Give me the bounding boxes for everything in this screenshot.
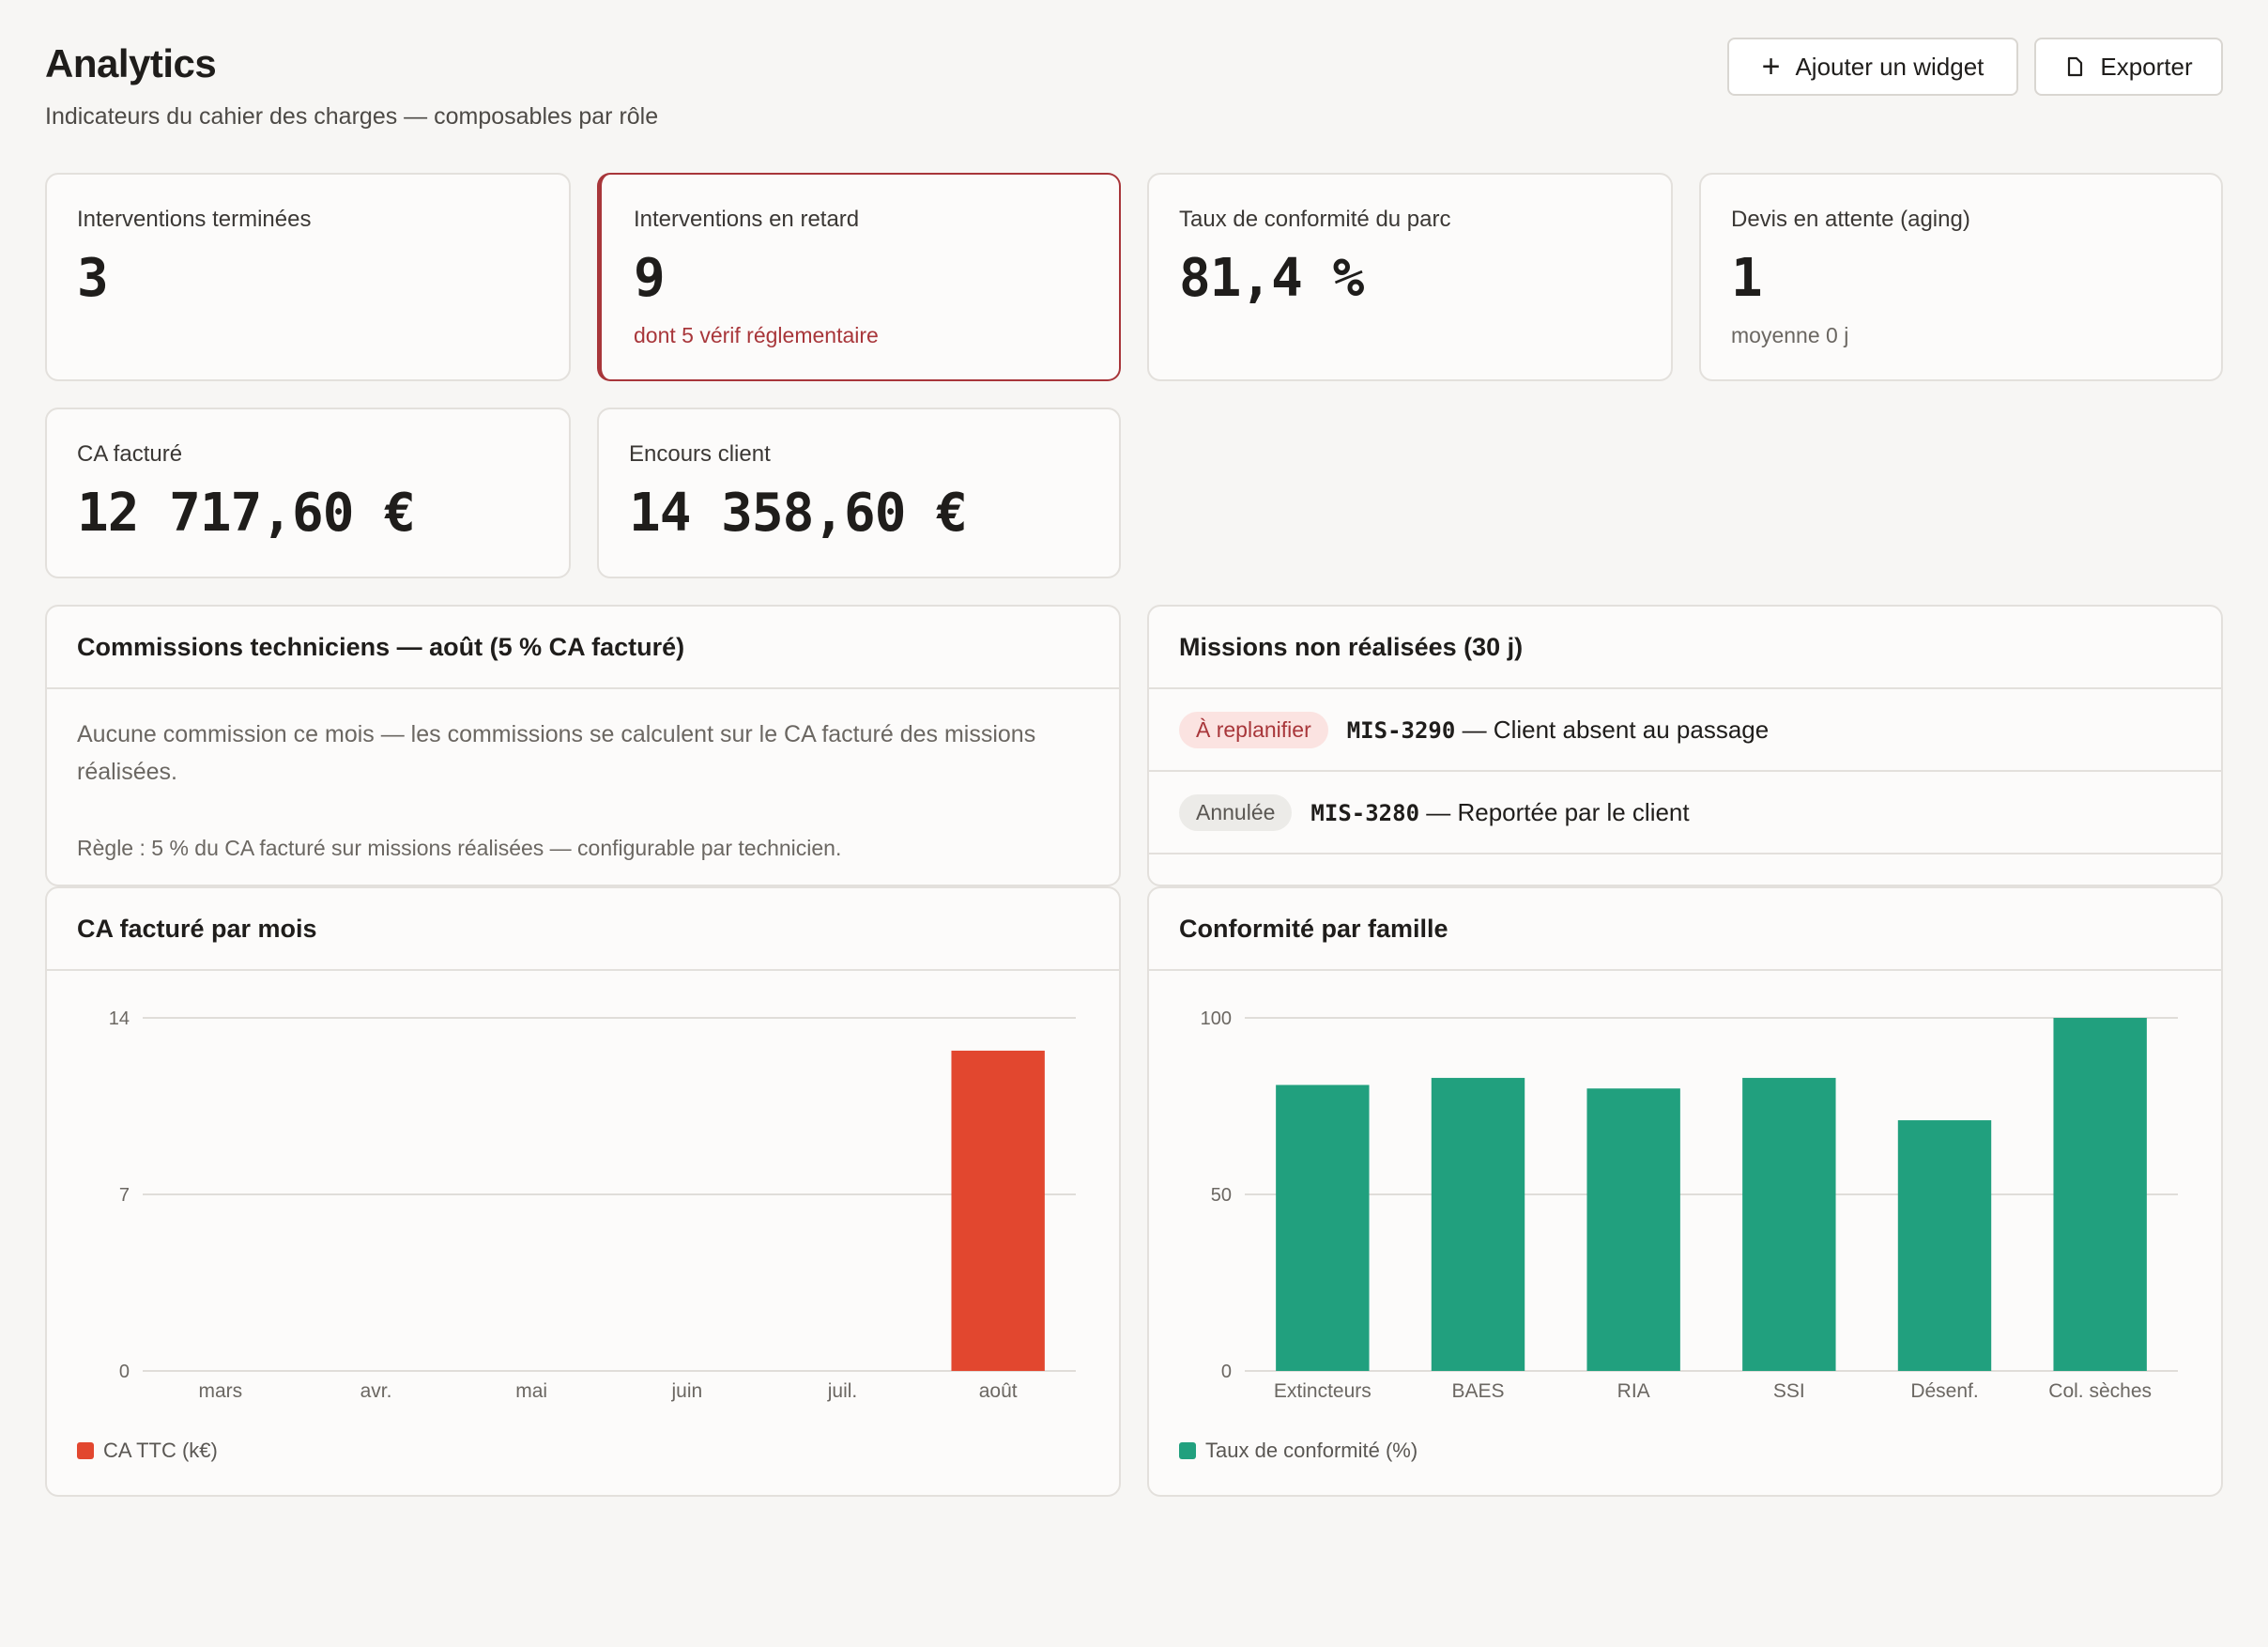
mission-row[interactable]: À replanifier MIS-3290 — Client absent a… (1149, 689, 2221, 772)
x-tick-label: mars (198, 1380, 242, 1402)
panel-title: Conformité par famille (1149, 888, 2221, 971)
legend-swatch (77, 1442, 94, 1459)
y-tick-label: 50 (1211, 1185, 1232, 1206)
panel-title: Missions non réalisées (30 j) (1149, 607, 2221, 689)
mission-reason: — Client absent au passage (1462, 715, 1770, 744)
kpi-card-quotes[interactable]: Devis en attente (aging) 1 moyenne 0 j (1699, 173, 2223, 381)
kpi-label: Encours client (629, 441, 771, 467)
compliance-chart-panel: Conformité par famille 0 50 100 Extincteurs… (1147, 886, 2223, 1497)
page-title: Analytics (45, 41, 217, 85)
bar (1276, 1085, 1370, 1371)
kpi-label: CA facturé (77, 441, 183, 467)
kpi-value: 3 (77, 248, 109, 309)
x-tick-label: Désenf. (1910, 1380, 1978, 1402)
kpi-card-outstanding[interactable]: Encours client 14 358,60 € (597, 408, 1121, 578)
mission-description: MIS-3290 — Client absent au passage (1347, 716, 1769, 745)
x-tick-label: BAES (1451, 1380, 1504, 1402)
bar (1586, 1088, 1680, 1371)
y-tick-label: 100 (1201, 1008, 1232, 1029)
kpi-value: 9 (634, 248, 666, 309)
mission-reason: — Reportée par le client (1426, 797, 1690, 826)
status-badge: Annulée (1179, 793, 1293, 831)
plus-icon: + (1761, 49, 1781, 85)
x-tick-label: avr. (360, 1380, 392, 1402)
y-tick-label: 0 (119, 1362, 130, 1382)
panel-title: Commissions techniciens — août (5 % CA f… (47, 607, 1119, 689)
mission-row[interactable]: Annulée MIS-3280 — Reportée par le clien… (1149, 772, 2221, 854)
kpi-card-done[interactable]: Interventions terminées 3 (45, 173, 571, 381)
x-tick-label: RIA (1617, 1380, 1650, 1402)
x-tick-label: juil. (827, 1380, 858, 1402)
page-subtitle: Indicateurs du cahier des charges — comp… (45, 103, 659, 130)
kpi-label: Taux de conformité du parc (1179, 207, 1451, 232)
x-tick-label: Extincteurs (1274, 1380, 1372, 1402)
export-label: Exporter (2100, 52, 2193, 81)
bar (1742, 1077, 1836, 1371)
legend-label: CA TTC (k€) (103, 1439, 218, 1462)
legend-label: Taux de conformité (%) (1205, 1439, 1418, 1462)
kpi-label: Devis en attente (aging) (1731, 207, 1970, 232)
commissions-rule: Règle : 5 % du CA facturé sur missions r… (77, 836, 842, 860)
y-tick-label: 0 (1221, 1362, 1232, 1382)
y-tick-label: 7 (119, 1185, 130, 1206)
chart-legend: CA TTC (k€) (77, 1439, 218, 1463)
mission-description: MIS-3280 — Reportée par le client (1310, 798, 1689, 827)
kpi-card-billed[interactable]: CA facturé 12 717,60 € (45, 408, 571, 578)
kpi-label: Interventions en retard (634, 207, 860, 232)
commissions-panel: Commissions techniciens — août (5 % CA f… (45, 605, 1121, 886)
mission-code: MIS-3290 (1346, 716, 1456, 744)
kpi-label: Interventions terminées (77, 207, 312, 232)
kpi-value: 1 (1731, 248, 1763, 309)
revenue-chart-panel: CA facturé par mois 0 7 14 mars avr. mai juin j… (45, 886, 1121, 1497)
x-tick-label: SSI (1773, 1380, 1805, 1402)
bar (2053, 1018, 2147, 1371)
panel-title: CA facturé par mois (47, 888, 1119, 971)
x-tick-label: juin (670, 1380, 702, 1402)
commissions-empty-text: Aucune commission ce mois — les commissi… (77, 721, 1036, 785)
mission-code: MIS-3280 (1310, 799, 1420, 826)
legend-swatch (1179, 1442, 1196, 1459)
kpi-card-late[interactable]: Interventions en retard 9 dont 5 vérif r… (597, 173, 1121, 381)
missions-panel: Missions non réalisées (30 j) À replanif… (1147, 605, 2223, 886)
x-tick-label: août (979, 1380, 1018, 1402)
bar (951, 1050, 1045, 1371)
kpi-value: 12 717,60 € (77, 483, 416, 544)
kpi-value: 81,4 % (1179, 248, 1364, 309)
x-tick-label: Col. sèches (2048, 1380, 2152, 1402)
document-icon (2068, 56, 2083, 77)
add-widget-label: Ajouter un widget (1795, 52, 1984, 81)
chart-legend: Taux de conformité (%) (1179, 1439, 1418, 1463)
kpi-value: 14 358,60 € (629, 483, 968, 544)
revenue-bar-chart: 0 7 14 mars avr. mai juin juil. août (109, 1008, 1076, 1402)
kpi-card-compliance[interactable]: Taux de conformité du parc 81,4 % (1147, 173, 1673, 381)
bar (1897, 1120, 1992, 1371)
add-widget-button[interactable]: + Ajouter un widget (1727, 38, 2018, 96)
compliance-bar-chart: 0 50 100 Extincteurs BAES RIA SSI Désenf. Col. s… (1201, 1008, 2178, 1402)
x-tick-label: mai (515, 1380, 547, 1402)
bar (1431, 1077, 1525, 1371)
status-badge: À replanifier (1179, 711, 1328, 748)
kpi-subtext: dont 5 vérif réglementaire (634, 323, 879, 347)
export-button[interactable]: Exporter (2034, 38, 2223, 96)
kpi-subtext: moyenne 0 j (1731, 323, 1849, 347)
y-tick-label: 14 (109, 1008, 130, 1029)
